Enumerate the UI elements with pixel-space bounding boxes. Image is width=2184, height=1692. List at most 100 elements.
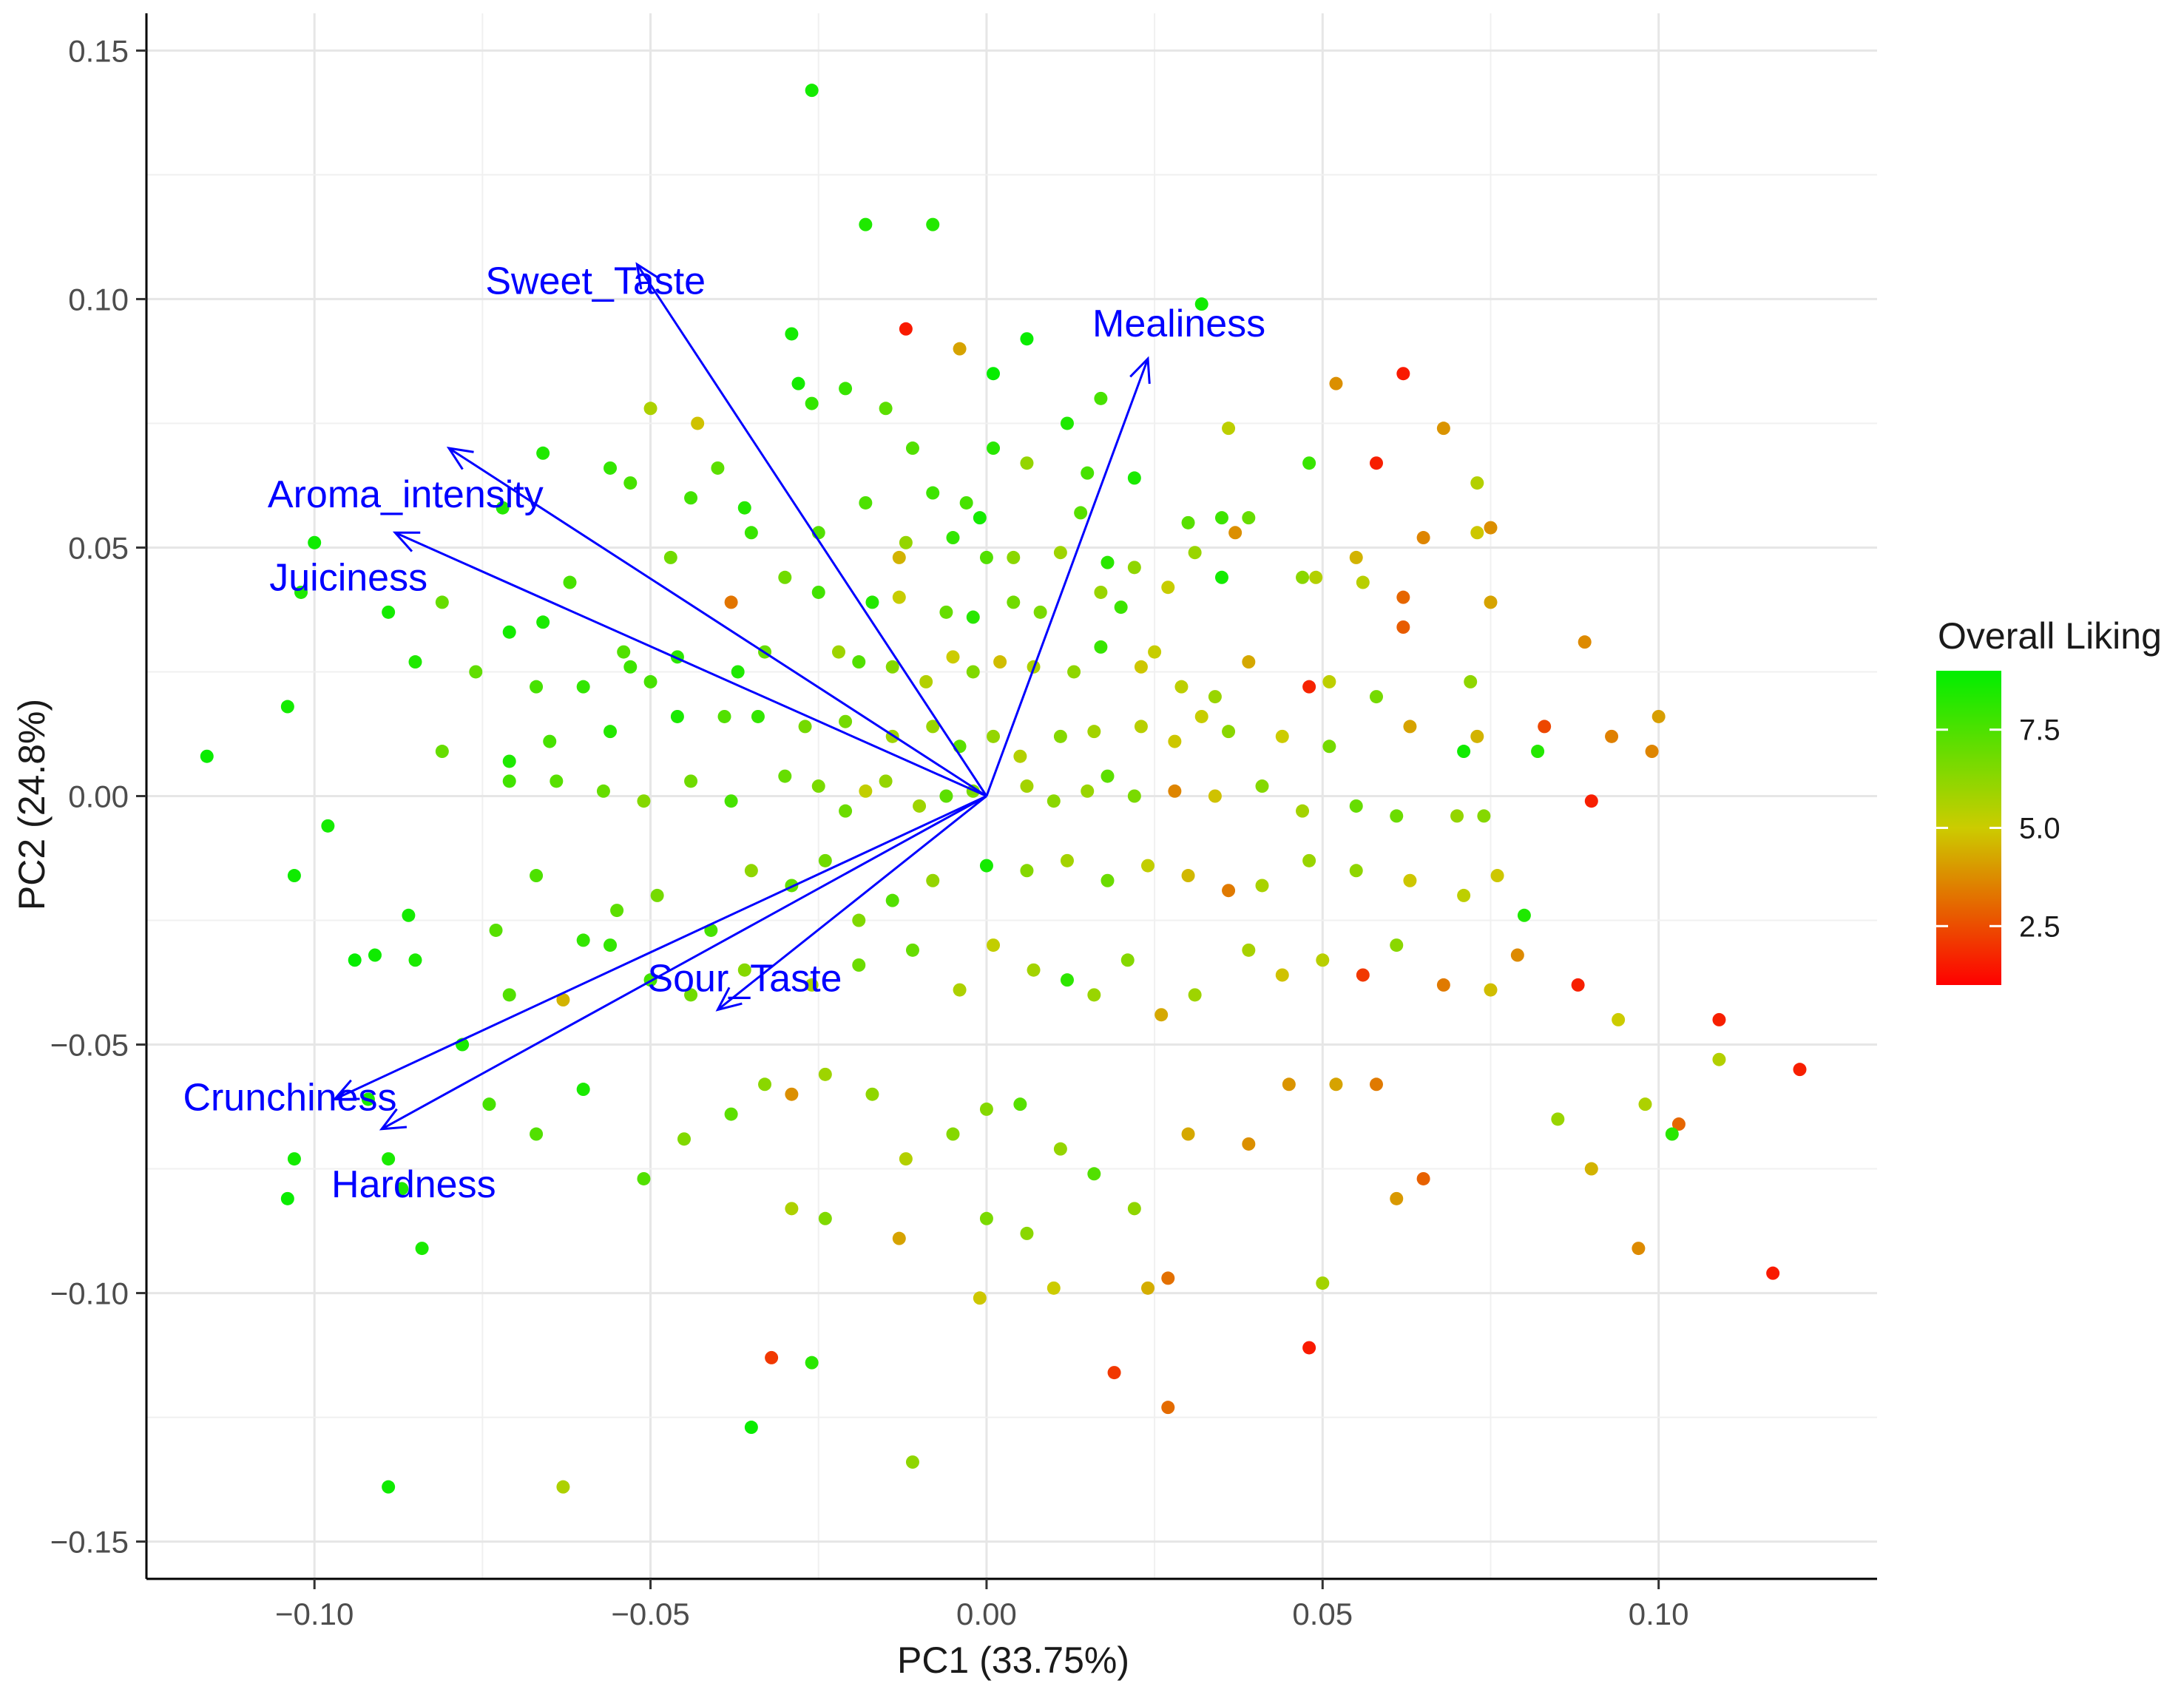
scatter-point [1168,784,1182,798]
scatter-point [1141,859,1155,873]
scatter-point [765,1350,779,1364]
x-tick-label: 0.00 [956,1597,1017,1631]
scatter-point [1396,620,1410,634]
scatter-point [1047,794,1061,808]
scatter-point [1114,600,1128,615]
scatter-point [1174,680,1189,694]
scatter-point [1087,1167,1101,1181]
scatter-point [550,774,564,788]
scatter-point [1181,515,1195,529]
loading-arrowhead [635,262,659,290]
scatter-point [530,680,544,694]
scatter-point [1020,456,1034,470]
scatter-point [1141,1281,1155,1295]
scatter-point [637,794,651,808]
scatter-point [1242,655,1256,669]
scatter-point [1349,864,1363,878]
scatter-point [382,1480,396,1494]
scatter-point [1194,297,1208,311]
scatter-point [677,1132,691,1146]
scatter-point [1161,1271,1175,1285]
scatter-point [1222,884,1236,898]
scatter-point [308,535,322,549]
scatter-point [1013,1097,1027,1111]
scatter-point [798,720,812,734]
scatter-point [1403,873,1417,887]
scatter-point [859,217,873,231]
scatter-point [1369,690,1383,704]
scatter-point [919,674,933,688]
scatter-point [1484,595,1498,609]
scatter-point [926,486,940,500]
scatter-point [1470,526,1484,540]
scatter-point [1161,581,1175,595]
scatter-point [1356,968,1370,982]
scatter-point [1127,789,1141,803]
scatter-point [1316,953,1330,967]
scatter-point [979,1102,993,1116]
scatter-point [1302,456,1316,470]
scatter-point [1436,422,1450,436]
scatter-point [1020,1226,1034,1240]
scatter-point [811,585,825,599]
scatter-point [1033,605,1047,619]
scatter-point [805,396,819,410]
scatter-point [1645,745,1659,759]
scatter-point [1081,784,1095,798]
scatter-point [1712,1052,1726,1066]
scatter-point [1222,422,1236,436]
scatter-point [637,1171,651,1185]
scatter-point [1087,988,1101,1002]
scatter-point [604,725,618,739]
scatter-point [576,933,590,947]
scatter-point [395,1182,409,1196]
scatter-point [1349,799,1363,813]
scatter-point [926,720,940,734]
scatter-point [1584,1162,1598,1176]
scatter-point [496,501,510,515]
scatter-point [892,550,906,564]
scatter-point [1242,943,1256,957]
scatter-point [1356,575,1370,589]
scatter-point [502,774,516,788]
scatter-point [1074,506,1088,520]
loading-arrowhead [379,1108,408,1131]
loading-label-sour_taste: Sour_Taste [647,957,842,1000]
scatter-point [778,570,792,584]
y-tick-label: 0.00 [68,779,129,814]
scatter-point [859,495,873,510]
scatter-point [865,1087,879,1101]
y-tick-label: −0.10 [50,1276,129,1311]
scatter-point [556,1480,570,1494]
scatter-point [1302,680,1316,694]
scatter-point [382,1152,396,1166]
scatter-point [610,904,624,918]
legend-tick-label: 7.5 [2019,714,2060,747]
scatter-point [1416,531,1430,545]
loading-label-aroma_intensity: Aroma_intensity [268,473,544,516]
scatter-point [1302,1341,1316,1355]
scatter-point [966,665,980,679]
loading-label-crunchiness: Crunchiness [183,1076,396,1119]
scatter-point [1094,391,1108,405]
scatter-point [785,1087,799,1101]
scatter-point [1020,779,1034,793]
scatter-point [953,342,967,356]
scatter-point [751,709,765,723]
x-tick-label: −0.05 [611,1597,689,1631]
scatter-point [1464,674,1478,688]
scatter-point [913,799,927,813]
scatter-point [1047,1281,1061,1295]
scatter-point [852,913,866,927]
scatter-point [1154,1008,1169,1022]
scatter-point [536,615,550,629]
scatter-point [839,714,853,728]
scatter-point [1322,674,1336,688]
scatter-point [1470,476,1484,490]
scatter-point [643,674,657,688]
scatter-point [1403,720,1417,734]
scatter-point [717,709,731,723]
scatter-point [1101,555,1115,569]
scatter-point [643,402,657,416]
scatter-point [502,988,516,1002]
